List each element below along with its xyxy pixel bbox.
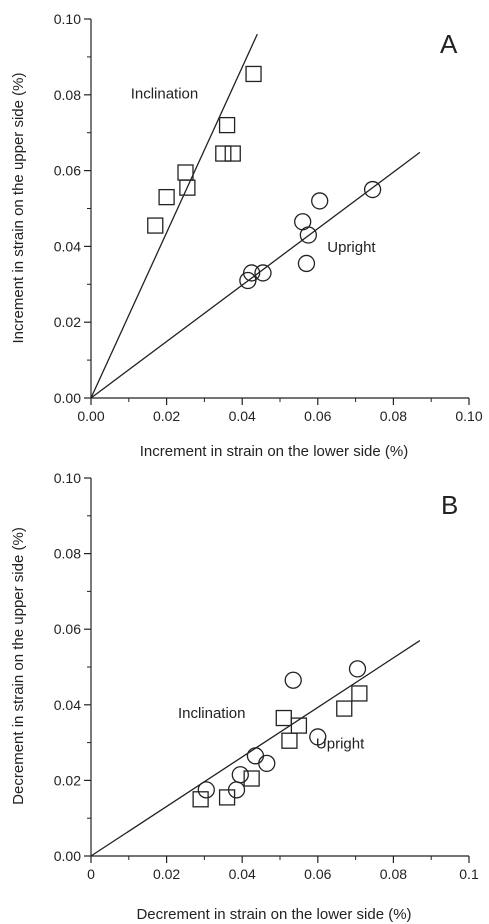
square-marker-b <box>351 685 368 702</box>
y-axis-label-b: Decrement in strain on the upper side (%… <box>10 527 27 805</box>
square-marker-b <box>275 709 292 727</box>
x-tick-label-b: 0.1 <box>459 866 479 882</box>
y-tick-label-a: 0.00 <box>54 390 81 406</box>
y-tick-label-b: 0.04 <box>54 697 81 713</box>
square-marker-a <box>224 145 241 162</box>
y-tick-label-a: 0.10 <box>54 11 81 27</box>
square-marker-b <box>336 700 353 717</box>
x-tick-label-a: 0.08 <box>380 408 407 424</box>
circle-marker-b <box>231 766 249 784</box>
x-tick-label-a: 0.04 <box>229 408 256 424</box>
x-tick-label-b: 0 <box>87 866 95 882</box>
square-marker-a <box>245 65 262 83</box>
circle-marker-a <box>299 226 318 244</box>
y-tick-label-a: 0.02 <box>54 314 81 330</box>
circle-marker-a <box>363 180 382 199</box>
square-marker-b <box>243 770 260 787</box>
x-tick-label-a: 0.06 <box>304 408 331 424</box>
x-axis-label-b: Decrement in strain on the lower side (%… <box>136 906 411 923</box>
x-tick-label-a: 0.00 <box>77 408 104 424</box>
x-tick-label-a: 0.10 <box>455 408 482 424</box>
circle-marker-a <box>311 192 329 210</box>
circle-marker-a <box>242 264 261 282</box>
circle-marker-b <box>197 781 215 799</box>
circle-marker-b <box>246 747 265 765</box>
square-marker-a <box>215 145 232 162</box>
y-tick-label-a: 0.08 <box>54 87 81 103</box>
x-tick-label-b: 0.06 <box>304 866 331 882</box>
y-axis-label-a: Increment in strain on the upper side (%… <box>10 73 27 344</box>
circle-marker-b <box>284 671 302 689</box>
circle-marker-a <box>297 254 316 273</box>
x-tick-label-a: 0.02 <box>153 408 180 424</box>
circle-marker-b <box>348 660 367 678</box>
x-axis-label-a: Increment in strain on the lower side (%… <box>140 443 408 460</box>
square-marker-a <box>218 116 236 134</box>
fit-line-inclination-a <box>90 33 258 399</box>
annotation-inclination-b: Inclination <box>178 705 246 722</box>
square-marker-a <box>147 217 164 234</box>
circle-marker-b <box>258 754 276 773</box>
square-marker-a <box>179 179 196 196</box>
circle-marker-a <box>239 271 257 290</box>
square-marker-a <box>158 188 175 206</box>
y-tick-label-b: 0.06 <box>54 621 81 637</box>
y-tick-label-b: 0.02 <box>54 772 81 788</box>
square-marker-b <box>192 791 209 808</box>
annotation-upright-a: Upright <box>327 239 376 256</box>
circle-marker-b <box>309 728 327 746</box>
y-tick-label-b: 0.00 <box>54 848 81 864</box>
panel-label-a: A <box>440 29 458 59</box>
annotation-upright-b: Upright <box>316 735 365 752</box>
y-tick-label-b: 0.10 <box>54 470 81 486</box>
x-tick-label-b: 0.08 <box>380 866 407 882</box>
panel-label-b: B <box>441 490 458 520</box>
chart-panel-a: Increment in strain on the upper side (%… <box>10 11 483 460</box>
chart-panel-b: Decrement in strain on the upper side (%… <box>10 470 479 923</box>
x-tick-label-b: 0.02 <box>153 866 180 882</box>
y-tick-label-b: 0.08 <box>54 546 81 562</box>
square-marker-b <box>290 717 308 734</box>
y-tick-label-a: 0.04 <box>54 238 81 254</box>
y-tick-label-a: 0.06 <box>54 163 81 179</box>
circle-marker-a <box>254 264 272 282</box>
square-marker-a <box>177 164 194 181</box>
square-marker-b <box>281 732 298 749</box>
annotation-inclination-a: Inclination <box>131 86 199 103</box>
x-tick-label-b: 0.04 <box>229 866 256 882</box>
